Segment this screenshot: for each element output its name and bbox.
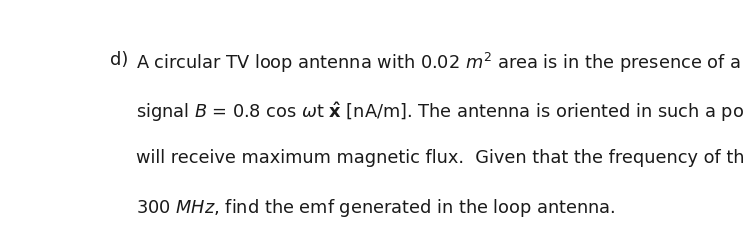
Text: signal $\mathbf{\mathit{B}}$ = 0.8 cos $\omega$t $\mathbf{\hat{x}}$ [nA/m]. The : signal $\mathbf{\mathit{B}}$ = 0.8 cos $… bbox=[136, 100, 743, 124]
Text: A circular TV loop antenna with 0.02 $m^2$ area is in the presence of a magnetic: A circular TV loop antenna with 0.02 $m^… bbox=[136, 51, 743, 75]
Text: 300 $\mathit{MHz}$, find the emf generated in the loop antenna.: 300 $\mathit{MHz}$, find the emf generat… bbox=[136, 196, 616, 218]
Text: d): d) bbox=[110, 51, 129, 69]
Text: will receive maximum magnetic flux.  Given that the frequency of the signal is: will receive maximum magnetic flux. Give… bbox=[136, 149, 743, 167]
